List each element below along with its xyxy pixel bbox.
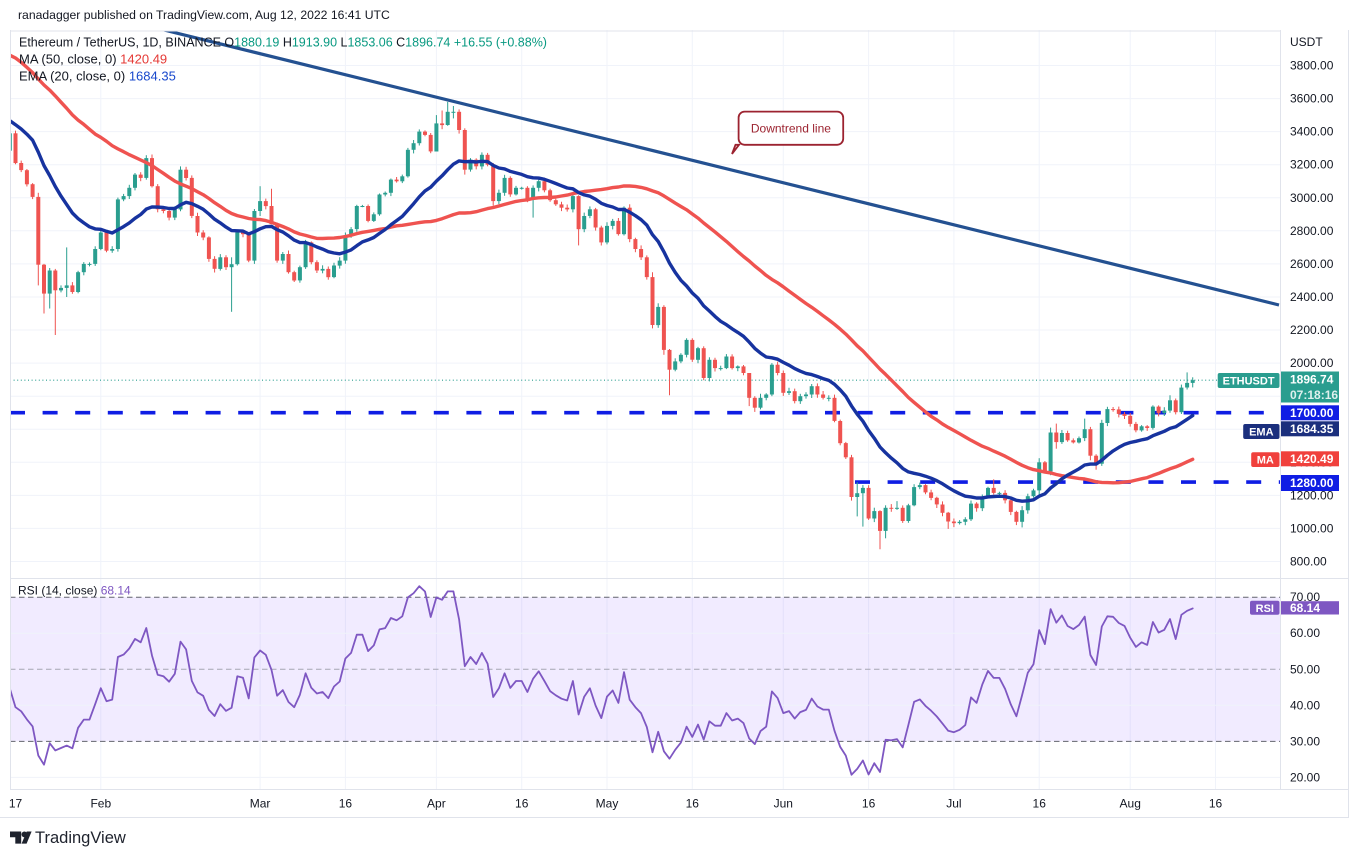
svg-text:70.00: 70.00 — [1290, 590, 1320, 604]
svg-text:TradingView: TradingView — [35, 829, 126, 847]
svg-text:ETHUSDT: ETHUSDT — [1223, 376, 1275, 388]
svg-text:16: 16 — [515, 797, 529, 811]
svg-text:1700.00: 1700.00 — [1290, 406, 1334, 420]
svg-text:1420.49: 1420.49 — [1290, 452, 1334, 466]
svg-text:2000.00: 2000.00 — [1290, 356, 1334, 370]
svg-text:MA (50, close, 0) 1420.49: MA (50, close, 0) 1420.49 — [19, 52, 167, 67]
svg-text:16: 16 — [686, 797, 700, 811]
svg-text:1000.00: 1000.00 — [1290, 521, 1334, 535]
svg-text:3200.00: 3200.00 — [1290, 158, 1334, 172]
svg-text:16: 16 — [862, 797, 876, 811]
svg-text:1280.00: 1280.00 — [1290, 476, 1334, 490]
svg-text:Jul: Jul — [946, 797, 961, 811]
svg-text:2600.00: 2600.00 — [1290, 257, 1334, 271]
svg-text:1684.35: 1684.35 — [1290, 422, 1334, 436]
svg-text:30.00: 30.00 — [1290, 734, 1320, 748]
svg-text:1896.74: 1896.74 — [1290, 372, 1334, 386]
svg-text:Aug: Aug — [1120, 797, 1141, 811]
svg-text:16: 16 — [339, 797, 353, 811]
svg-text:3400.00: 3400.00 — [1290, 125, 1334, 139]
svg-text:Apr: Apr — [427, 797, 446, 811]
svg-text:60.00: 60.00 — [1290, 626, 1320, 640]
svg-text:2200.00: 2200.00 — [1290, 323, 1334, 337]
svg-text:May: May — [596, 797, 619, 811]
svg-text:3000.00: 3000.00 — [1290, 191, 1334, 205]
svg-text:USDT: USDT — [1290, 35, 1323, 49]
svg-text:Ethereum / TetherUS, 1D, BINAN: Ethereum / TetherUS, 1D, BINANCE O1880.1… — [19, 36, 547, 50]
svg-text:RSI (14, close) 68.14: RSI (14, close) 68.14 — [18, 584, 131, 598]
svg-text:Jun: Jun — [774, 797, 793, 811]
svg-text:07:18:16: 07:18:16 — [1290, 388, 1338, 402]
svg-text:3600.00: 3600.00 — [1290, 92, 1334, 106]
svg-text:16: 16 — [1033, 797, 1047, 811]
svg-text:800.00: 800.00 — [1290, 555, 1327, 569]
svg-text:EMA (20, close, 0) 1684.35: EMA (20, close, 0) 1684.35 — [19, 69, 176, 84]
svg-text:MA: MA — [1257, 455, 1274, 467]
svg-text:50.00: 50.00 — [1290, 662, 1320, 676]
svg-text:Feb: Feb — [90, 797, 111, 811]
svg-text:40.00: 40.00 — [1290, 698, 1320, 712]
svg-text:68.14: 68.14 — [1290, 601, 1320, 615]
svg-text:3800.00: 3800.00 — [1290, 59, 1334, 73]
svg-text:1200.00: 1200.00 — [1290, 488, 1334, 502]
svg-text:20.00: 20.00 — [1290, 770, 1320, 784]
svg-text:17: 17 — [9, 797, 23, 811]
svg-text:2400.00: 2400.00 — [1290, 290, 1334, 304]
svg-text:Downtrend line: Downtrend line — [751, 122, 831, 136]
svg-text:Mar: Mar — [250, 797, 271, 811]
svg-text:2800.00: 2800.00 — [1290, 224, 1334, 238]
svg-text:16: 16 — [1209, 797, 1223, 811]
svg-text:ranadagger published on Tradin: ranadagger published on TradingView.com,… — [18, 8, 390, 22]
svg-text:EMA: EMA — [1249, 427, 1274, 439]
svg-text:RSI: RSI — [1256, 603, 1274, 615]
